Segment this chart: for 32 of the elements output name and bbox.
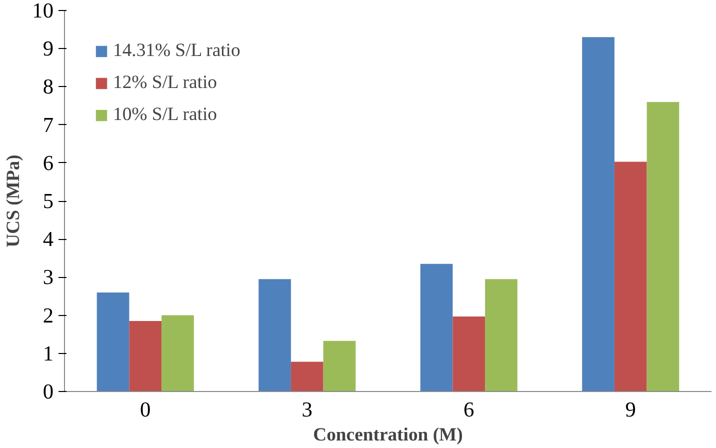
bar xyxy=(129,321,162,392)
x-tick-label: 0 xyxy=(140,398,151,422)
bar xyxy=(258,279,291,392)
legend-label: 14.31% S/L ratio xyxy=(113,40,240,62)
y-tick-label: 10 xyxy=(32,0,54,22)
bar xyxy=(646,102,680,392)
bar xyxy=(96,292,130,392)
y-tick-label: 0 xyxy=(42,380,54,404)
y-axis-title: UCS (MPa) xyxy=(3,154,24,248)
bar xyxy=(290,362,324,392)
bar xyxy=(614,162,647,392)
x-axis-title: Concentration (M) xyxy=(313,424,463,446)
y-tick-label: 9 xyxy=(42,36,54,61)
y-tick-label: 3 xyxy=(42,265,54,290)
bar xyxy=(162,315,194,392)
bar xyxy=(582,37,614,392)
x-tick-label: 3 xyxy=(302,398,312,422)
legend-label: 10% S/L ratio xyxy=(113,104,217,126)
y-tick-label: 1 xyxy=(42,341,54,366)
bar xyxy=(485,279,518,392)
y-tick-label: 2 xyxy=(42,303,54,328)
y-tick-label: 5 xyxy=(42,189,54,213)
y-tick-label: 6 xyxy=(42,150,54,175)
bar xyxy=(452,316,486,392)
legend-label: 12% S/L ratio xyxy=(113,72,217,94)
y-tick-label: 8 xyxy=(42,74,54,99)
x-tick-label: 9 xyxy=(625,398,636,422)
x-tick-label: 6 xyxy=(464,398,475,422)
bar xyxy=(420,264,453,392)
y-tick-label: 4 xyxy=(42,227,54,252)
y-tick-label: 7 xyxy=(42,112,54,137)
bar xyxy=(323,340,356,392)
